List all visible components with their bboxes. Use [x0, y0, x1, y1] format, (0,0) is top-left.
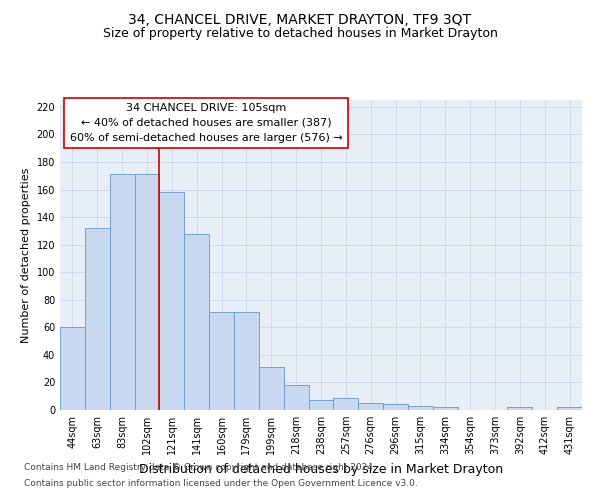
Bar [508, 407, 532, 410]
Bar [557, 407, 582, 410]
Bar [134, 174, 160, 410]
Text: 34, CHANCEL DRIVE, MARKET DRAYTON, TF9 3QT: 34, CHANCEL DRIVE, MARKET DRAYTON, TF9 3… [128, 12, 472, 26]
Bar [234, 312, 259, 410]
X-axis label: Distribution of detached houses by size in Market Drayton: Distribution of detached houses by size … [139, 462, 503, 475]
Bar [308, 400, 334, 410]
Bar [358, 403, 383, 410]
Bar [110, 174, 134, 410]
Text: Contains HM Land Registry data © Crown copyright and database right 2024.: Contains HM Land Registry data © Crown c… [24, 464, 376, 472]
Bar [160, 192, 184, 410]
Bar [408, 406, 433, 410]
Bar [259, 368, 284, 410]
Text: Contains public sector information licensed under the Open Government Licence v3: Contains public sector information licen… [24, 478, 418, 488]
Bar [284, 385, 308, 410]
Text: Size of property relative to detached houses in Market Drayton: Size of property relative to detached ho… [103, 28, 497, 40]
Bar [85, 228, 110, 410]
Y-axis label: Number of detached properties: Number of detached properties [21, 168, 31, 342]
Bar [433, 407, 458, 410]
Bar [383, 404, 408, 410]
Bar [334, 398, 358, 410]
Bar [184, 234, 209, 410]
Text: 34 CHANCEL DRIVE: 105sqm
← 40% of detached houses are smaller (387)
60% of semi-: 34 CHANCEL DRIVE: 105sqm ← 40% of detach… [70, 103, 343, 142]
Bar [209, 312, 234, 410]
Bar [60, 328, 85, 410]
